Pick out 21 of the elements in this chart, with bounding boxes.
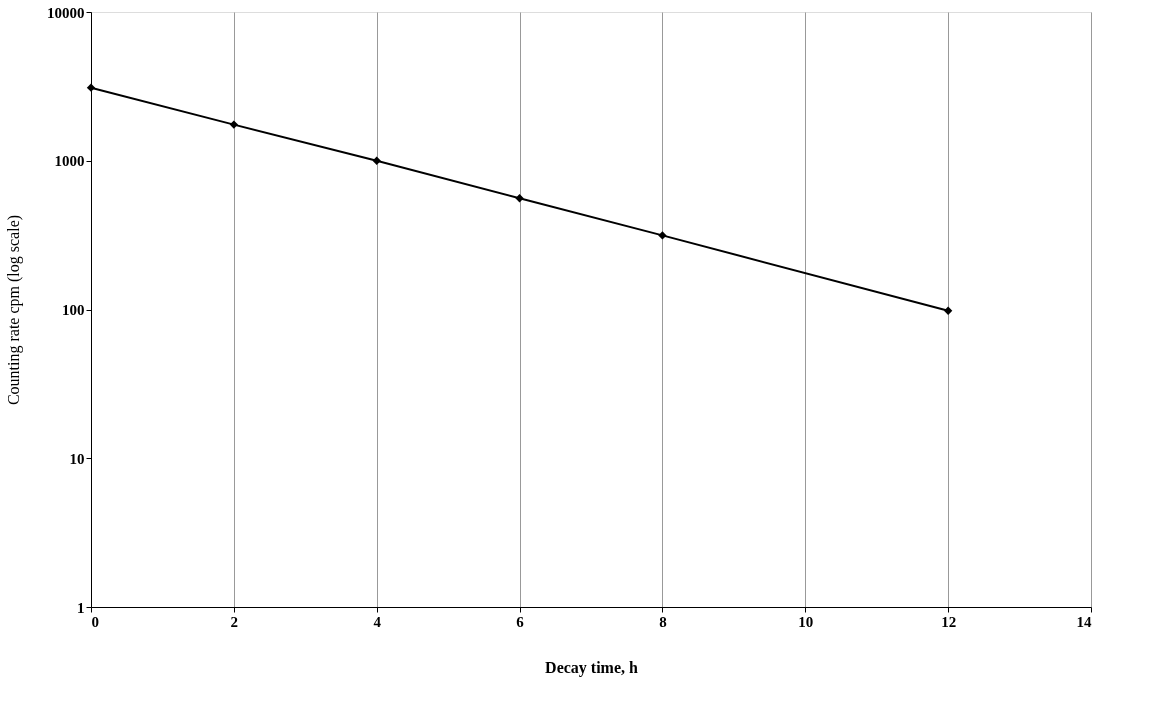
x-tick-label: 2: [230, 613, 239, 630]
x-tick-label: 14: [1076, 613, 1092, 630]
x-tick-label: 12: [941, 613, 957, 630]
point: [943, 306, 953, 315]
y-tick-label: 1: [77, 599, 85, 616]
point: [86, 83, 96, 92]
x-tick-label: 0: [91, 613, 99, 630]
point: [658, 231, 667, 240]
x-tick-label: 10: [798, 613, 814, 630]
x-tick-label: 4: [373, 613, 382, 630]
y-axis-title: Counting rate cpm (log scale): [5, 214, 23, 406]
point: [229, 120, 239, 129]
x-tick-label: 8: [659, 613, 667, 630]
x-axis-title: Decay time, h: [545, 658, 639, 677]
point: [515, 194, 524, 203]
x-tick-label: 6: [516, 613, 525, 630]
y-tick-label: 10000: [47, 4, 85, 21]
point: [372, 156, 381, 165]
y-tick-label: 10: [69, 450, 85, 467]
y-tick-label: 100: [62, 302, 85, 318]
y-tick-label: 1000: [54, 153, 85, 170]
